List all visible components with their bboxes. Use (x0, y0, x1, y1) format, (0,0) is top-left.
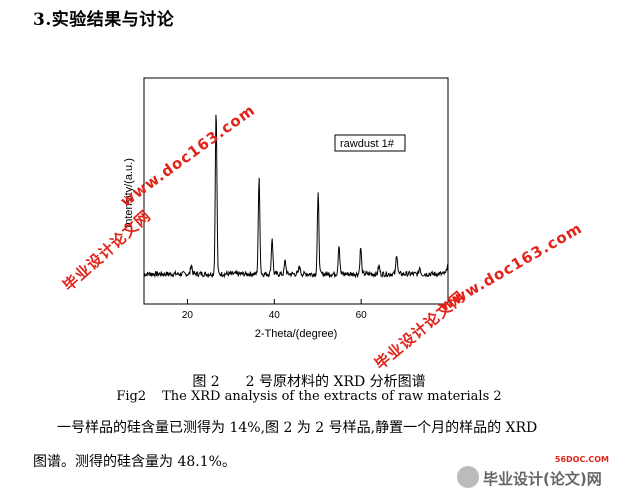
caption-en-number: Fig2 (116, 389, 147, 404)
logo-mark-icon (457, 466, 479, 488)
caption-cn-text: 2 号原材料的 XRD 分析图谱 (245, 374, 426, 390)
xrd-chart-svg: 20 40 60 rawdust 1# 2-Theta/(degree) Inten… (123, 77, 449, 340)
x-ticks: 20 40 60 (182, 299, 367, 321)
legend-box (334, 134, 406, 152)
logo-url: 56DOC.COM (554, 455, 609, 464)
y-axis-label: Intensity/(a.u.) (123, 158, 135, 228)
xrd-chart: 20 40 60 rawdust 1# 2-Theta/(degree) Inten… (108, 75, 468, 355)
x-axis-label: 2-Theta/(degree) (255, 328, 338, 340)
x-tick-label: 60 (356, 310, 368, 321)
plot-frame (143, 77, 449, 305)
caption-en-text: The XRD analysis of the extracts of raw … (162, 389, 502, 404)
x-tick-label: 20 (182, 310, 194, 321)
figure-caption-en: Fig2 The XRD analysis of the extracts of … (0, 389, 618, 404)
site-logo: 56DOC.COM 毕业设计(论文)网 (455, 455, 615, 490)
logo-text: 毕业设计(论文)网 (483, 470, 602, 488)
legend: rawdust 1# (334, 134, 406, 152)
x-tick-label: 40 (269, 310, 281, 321)
legend-label: rawdust 1# (340, 138, 395, 150)
body-paragraph-2: 图谱。测得的硅含量为 48.1%。 (33, 454, 236, 470)
figure-caption-cn: 图 2 2 号原材料的 XRD 分析图谱 (0, 371, 618, 391)
section-heading: 3.实验结果与讨论 (33, 10, 175, 30)
body-paragraph-1: 一号样品的硅含量已测得为 14%,图 2 为 2 号样品,静置一个月的样品的 X… (57, 420, 538, 436)
xrd-trace (143, 114, 449, 279)
caption-cn-number: 图 2 (192, 374, 220, 390)
